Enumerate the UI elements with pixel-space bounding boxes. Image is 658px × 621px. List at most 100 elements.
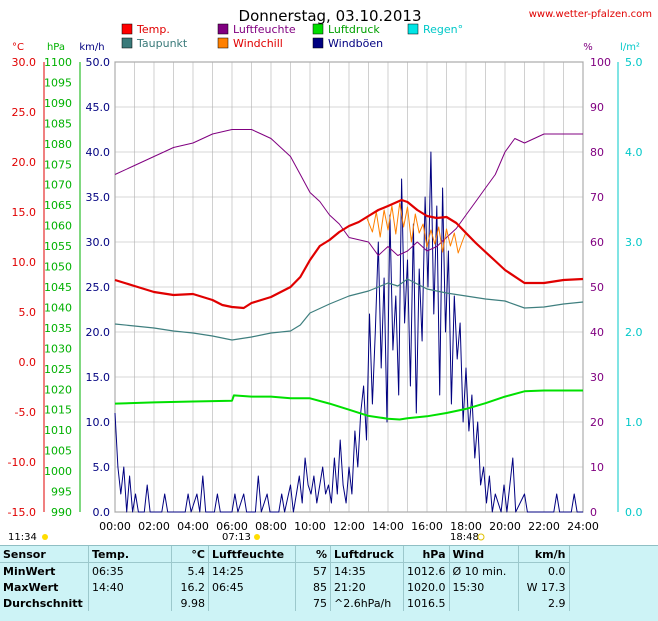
wind-tick-label: 5.0 (93, 461, 111, 474)
x-tick-label: 14:00 (372, 520, 404, 533)
rain-tick-label: 1.0 (625, 416, 643, 429)
legend-label: Regen° (423, 23, 463, 36)
legend-label: Taupunkt (136, 37, 188, 50)
series-line-luftfeuchte (114, 129, 583, 256)
pressure-tick-label: 1010 (44, 424, 72, 437)
stats-cell: 14:35 (330, 562, 404, 579)
stats-row-label: Durchschnitt (0, 595, 89, 611)
sunrise-label: 07:13 (222, 532, 251, 543)
pressure-tick-label: 1020 (44, 383, 72, 396)
left-time-label: 11:34 (8, 532, 37, 543)
sun-markers: 07:13 18:48 11:34 (8, 532, 485, 543)
temp-tick-label: 5.0 (19, 306, 37, 319)
weather-chart: Donnerstag, 03.10.2013 www.wetter-pfalze… (8, 7, 652, 543)
pressure-tick-label: 1085 (44, 117, 72, 130)
legend-swatch (121, 37, 133, 49)
legend-swatch (217, 23, 229, 35)
wind-unit-label: km/h (79, 42, 104, 53)
stats-cell: 21:20 (330, 579, 404, 595)
chart-grid (114, 61, 584, 513)
stats-header-temp: Temp. (88, 546, 172, 563)
temp-tick-label: 15.0 (12, 206, 37, 219)
stats-header-press: Luftdruck (330, 546, 404, 563)
rain-tick-label: 5.0 (625, 56, 643, 69)
wind-tick-label: 15.0 (86, 371, 111, 384)
pressure-tick-label: 1070 (44, 179, 72, 192)
stats-cell: 2.9 (518, 595, 570, 611)
sunrise-sun-icon (254, 534, 260, 540)
x-tick-label: 12:00 (333, 520, 365, 533)
stats-cell: 5.4 (171, 562, 209, 579)
pressure-unit-label: hPa (47, 42, 65, 53)
stats-cell: W 17.3 (518, 579, 570, 595)
humidity-tick-label: 10 (590, 461, 604, 474)
temp-tick-label: 0.0 (19, 356, 37, 369)
pressure-tick-label: 1095 (44, 76, 72, 89)
rain-tick-label: 0.0 (625, 506, 643, 519)
x-tick-label: 16:00 (411, 520, 443, 533)
chart-title: Donnerstag, 03.10.2013 (239, 7, 422, 25)
legend-swatch (312, 23, 324, 35)
pressure-tick-label: 1075 (44, 158, 72, 171)
wind-tick-label: 45.0 (86, 101, 111, 114)
legend-label: Luftdruck (328, 23, 380, 36)
pressure-tick-label: 1055 (44, 240, 72, 253)
humidity-tick-label: 60 (590, 236, 604, 249)
pressure-tick-label: 990 (51, 506, 72, 519)
x-tick-label: 08:00 (255, 520, 287, 533)
pressure-tick-label: 1090 (44, 97, 72, 110)
temp-tick-label: -15.0 (8, 506, 36, 519)
stats-cell: 14:25 (208, 562, 296, 579)
legend-swatch (407, 23, 419, 35)
legend-swatch (312, 37, 324, 49)
stats-cell (88, 595, 172, 611)
legend-label: Windböen (328, 37, 383, 50)
x-tick-label: 04:00 (177, 520, 209, 533)
x-tick-label: 18:00 (450, 520, 482, 533)
x-tick-label: 02:00 (138, 520, 170, 533)
stats-cell: 85 (295, 579, 331, 595)
humidity-unit-label: % (583, 42, 593, 53)
stats-cell: 1016.5 (403, 595, 450, 611)
stats-cell: 75 (295, 595, 331, 611)
temp-tick-label: 25.0 (12, 106, 37, 119)
stats-row-label: MaxWert (0, 579, 89, 595)
pressure-tick-label: 1015 (44, 404, 72, 417)
rain-unit-label: l/m² (620, 42, 640, 53)
stats-header-press-unit: hPa (403, 546, 450, 563)
rain-tick-label: 4.0 (625, 146, 643, 159)
stats-cell (208, 595, 296, 611)
x-tick-label: 24:00 (567, 520, 599, 533)
wind-tick-label: 0.0 (93, 506, 111, 519)
stats-cell: 57 (295, 562, 331, 579)
series-line-windb-en (114, 151, 583, 513)
humidity-tick-label: 50 (590, 281, 604, 294)
temp-tick-label: 30.0 (12, 56, 37, 69)
rain-tick-label: 2.0 (625, 326, 643, 339)
stats-header-sensor: Sensor (0, 546, 89, 563)
series-line-luftdruck (114, 389, 583, 421)
pressure-tick-label: 1040 (44, 301, 72, 314)
series-line-taupunkt (114, 278, 584, 341)
pressure-tick-label: 1060 (44, 220, 72, 233)
site-link[interactable]: www.wetter-pfalzen.com (529, 9, 652, 20)
legend-label: Temp. (136, 23, 170, 36)
pressure-tick-label: 1050 (44, 261, 72, 274)
pressure-tick-label: 1065 (44, 199, 72, 212)
stats-cell: 14:40 (88, 579, 172, 595)
pressure-tick-label: 1025 (44, 363, 72, 376)
wind-tick-label: 30.0 (86, 236, 111, 249)
temp-tick-label: 10.0 (12, 256, 37, 269)
pressure-tick-label: 1035 (44, 322, 72, 335)
x-tick-label: 10:00 (294, 520, 326, 533)
humidity-tick-label: 20 (590, 416, 604, 429)
humidity-tick-label: 40 (590, 326, 604, 339)
chart-series (114, 129, 584, 513)
stats-header-row: Sensor Temp. °C Luftfeuchte % Luftdruck … (0, 546, 570, 563)
temp-tick-label: -5.0 (15, 406, 36, 419)
chart-axes: 30.0 25.0 20.0 15.0 10.0 5.0 0.0 -5.0 -10.0 -15.0… (8, 56, 643, 533)
stats-header-temp-unit: °C (171, 546, 209, 563)
stats-cell: 1012.6 (403, 562, 450, 579)
sunset-label: 18:48 (450, 532, 479, 543)
x-tick-label: 06:00 (216, 520, 248, 533)
